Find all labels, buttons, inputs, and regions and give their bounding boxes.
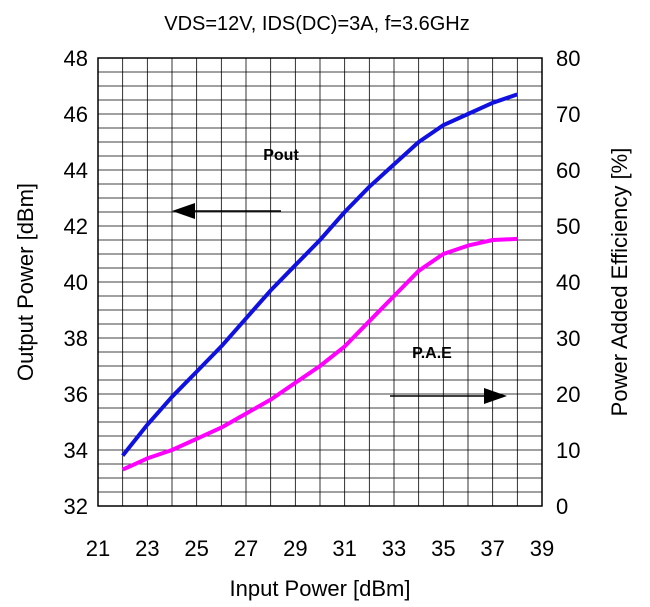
x-tick-label: 21 bbox=[86, 536, 110, 561]
y-left-tick-label: 42 bbox=[64, 214, 88, 239]
annotation-pae: P.A.E bbox=[412, 345, 452, 362]
x-tick-labels: 21 23 25 27 29 31 33 35 37 39 bbox=[86, 536, 554, 561]
x-tick-label: 31 bbox=[332, 536, 356, 561]
y-left-tick-label: 36 bbox=[64, 382, 88, 407]
series-line-pae bbox=[121, 236, 518, 472]
y-left-tick-label: 40 bbox=[64, 270, 88, 295]
y-left-tick-labels: 32 34 36 38 40 42 44 46 48 bbox=[64, 46, 88, 519]
arrow-right bbox=[390, 388, 507, 404]
y-right-tick-label: 60 bbox=[556, 158, 580, 183]
plot-frame bbox=[97, 57, 543, 507]
y-right-tick-label: 40 bbox=[556, 270, 580, 295]
y-right-tick-label: 80 bbox=[556, 46, 580, 71]
y-right-tick-label: 0 bbox=[556, 494, 568, 519]
x-tick-label: 23 bbox=[135, 536, 159, 561]
y-left-axis-label: Output Power [dBm] bbox=[13, 183, 38, 381]
y-right-tick-label: 30 bbox=[556, 326, 580, 351]
arrow-left bbox=[172, 203, 281, 219]
x-tick-label: 39 bbox=[530, 536, 554, 561]
y-right-tick-label: 10 bbox=[556, 438, 580, 463]
x-tick-label: 33 bbox=[382, 536, 406, 561]
y-right-axis-label: Power Added Efficiency [%] bbox=[607, 148, 632, 417]
x-tick-label: 27 bbox=[234, 536, 258, 561]
y-left-tick-label: 34 bbox=[64, 438, 88, 463]
y-left-tick-label: 32 bbox=[64, 494, 88, 519]
y-left-tick-label: 44 bbox=[64, 158, 88, 183]
annotation-pout: Pout bbox=[263, 147, 299, 164]
y-left-tick-label: 46 bbox=[64, 102, 88, 127]
y-right-tick-label: 70 bbox=[556, 102, 580, 127]
y-left-tick-label: 38 bbox=[64, 326, 88, 351]
x-tick-label: 37 bbox=[480, 536, 504, 561]
x-axis-label: Input Power [dBm] bbox=[230, 576, 411, 601]
y-left-tick-label: 48 bbox=[64, 46, 88, 71]
y-right-tick-labels: 0 10 20 30 40 50 60 70 80 bbox=[556, 46, 580, 519]
y-right-tick-label: 50 bbox=[556, 214, 580, 239]
x-tick-label: 29 bbox=[283, 536, 307, 561]
x-tick-label: 25 bbox=[184, 536, 208, 561]
series-lines bbox=[121, 92, 518, 472]
chart-title: VDS=12V, IDS(DC)=3A, f=3.6GHz bbox=[164, 13, 470, 35]
y-right-tick-label: 20 bbox=[556, 382, 580, 407]
series-line-pout bbox=[121, 92, 518, 457]
x-tick-label: 35 bbox=[431, 536, 455, 561]
